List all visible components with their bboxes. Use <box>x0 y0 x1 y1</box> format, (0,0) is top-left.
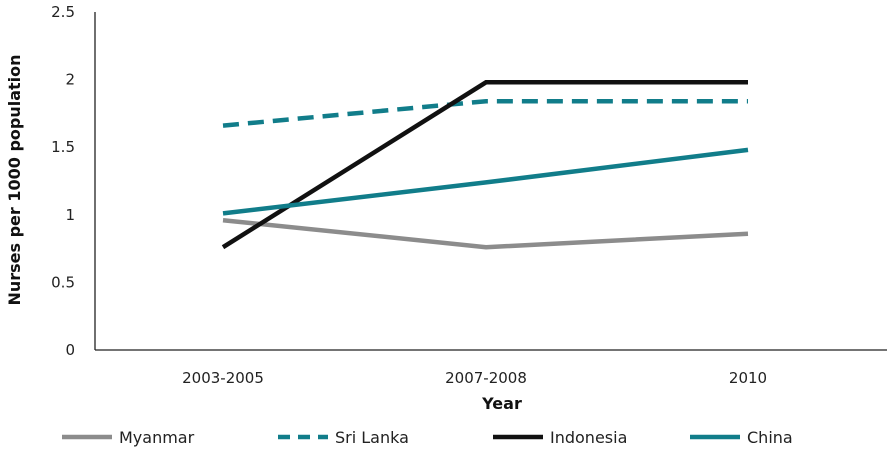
x-tick-labels: 2003-2005 2007-2008 2010 <box>182 369 767 387</box>
y-axis-title: Nurses per 1000 population <box>5 54 24 305</box>
series-line-indonesia <box>221 80 748 250</box>
y-tick-label: 2.5 <box>51 3 75 21</box>
y-tick-label: 1.5 <box>51 138 75 156</box>
series-line-sri-lanka <box>222 98 748 128</box>
legend-label: Sri Lanka <box>335 428 409 447</box>
y-tick-label: 2 <box>65 71 75 89</box>
legend: Myanmar Sri Lanka Indonesia China <box>62 428 793 447</box>
x-tick-label: 2007-2008 <box>445 369 527 387</box>
x-tick-label: 2010 <box>729 369 767 387</box>
legend-label: Myanmar <box>119 428 195 447</box>
series-line-myanmar <box>222 217 749 250</box>
y-tick-labels: 0 0.5 1 1.5 2 2.5 <box>51 3 75 359</box>
series-line-china <box>222 147 749 216</box>
y-tick-label: 0 <box>65 341 75 359</box>
series-lines <box>221 80 749 250</box>
x-tick-label: 2003-2005 <box>182 369 264 387</box>
legend-label: China <box>747 428 793 447</box>
x-axis-title: Year <box>481 394 522 413</box>
legend-label: Indonesia <box>550 428 627 447</box>
y-tick-label: 1 <box>65 206 75 224</box>
y-tick-label: 0.5 <box>51 273 75 291</box>
